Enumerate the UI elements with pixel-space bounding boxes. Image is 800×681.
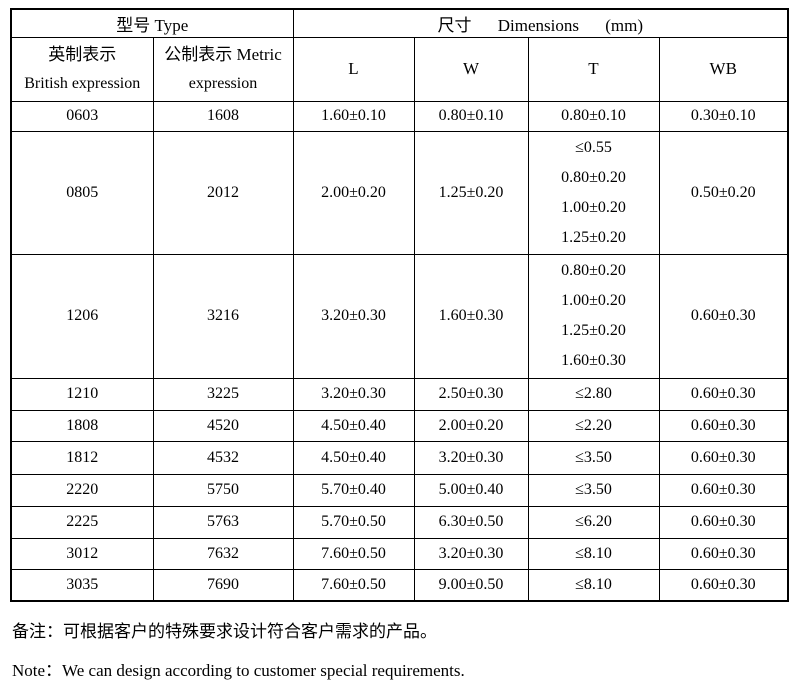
british-expression-header-en: British expression <box>24 75 141 92</box>
table-row-1206: 1206 3216 3.20±0.30 1.60±0.30 0.80±0.20 … <box>10 253 789 379</box>
thickness-cell: ≤8.10 <box>527 568 660 602</box>
length-cell: 1.60±0.10 <box>292 100 415 132</box>
width-cell: 9.00±0.50 <box>413 568 529 602</box>
wb-cell: 0.60±0.30 <box>658 440 789 475</box>
british-code-cell: 1210 <box>10 377 154 411</box>
thickness-option: 1.00±0.20 <box>561 292 626 309</box>
table-row-2225: 2225 5763 5.70±0.50 6.30±0.50 ≤6.20 0.60… <box>10 505 789 539</box>
british-code-cell: 2225 <box>10 505 154 539</box>
british-expression-header-cn: 英制表示 <box>48 45 117 64</box>
width-cell: 5.00±0.40 <box>413 473 529 507</box>
length-cell: 3.20±0.30 <box>292 377 415 411</box>
column-header-w: W <box>413 36 529 102</box>
thickness-option: 1.60±0.30 <box>561 352 626 369</box>
length-cell: 5.70±0.40 <box>292 473 415 507</box>
thickness-cell: ≤2.20 <box>527 409 660 442</box>
note-chinese: 备注：可根据客户的特殊要求设计符合客户需求的产品。 <box>12 622 437 641</box>
header-row-columns: 英制表示 British expression 公制表示 Metric expr… <box>10 36 789 102</box>
wb-cell: 0.50±0.20 <box>658 130 789 255</box>
british-expression-header: 英制表示 British expression <box>10 36 154 102</box>
metric-code-cell: 7690 <box>152 568 294 602</box>
width-cell: 2.50±0.30 <box>413 377 529 411</box>
wb-cell: 0.60±0.30 <box>658 473 789 507</box>
metric-expression-header: 公制表示 Metric expression <box>152 36 294 102</box>
british-code-cell: 3035 <box>10 568 154 602</box>
wb-cell: 0.60±0.30 <box>658 253 789 379</box>
table-row-3035: 3035 7690 7.60±0.50 9.00±0.50 ≤8.10 0.60… <box>10 568 789 602</box>
thickness-cell: ≤2.80 <box>527 377 660 411</box>
thickness-option: 1.25±0.20 <box>561 322 626 339</box>
table-row-0805: 0805 2012 2.00±0.20 1.25±0.20 ≤0.55 0.80… <box>10 130 789 255</box>
british-code-cell: 2220 <box>10 473 154 507</box>
table-row-1812: 1812 4532 4.50±0.40 3.20±0.30 ≤3.50 0.60… <box>10 440 789 475</box>
column-header-wb: WB <box>658 36 789 102</box>
width-cell: 2.00±0.20 <box>413 409 529 442</box>
wb-cell: 0.60±0.30 <box>658 537 789 570</box>
thickness-option: 0.80±0.20 <box>561 168 626 186</box>
length-cell: 4.50±0.40 <box>292 440 415 475</box>
table-row-1808: 1808 4520 4.50±0.40 2.00±0.20 ≤2.20 0.60… <box>10 409 789 442</box>
thickness-cell: ≤3.50 <box>527 440 660 475</box>
column-header-l: L <box>292 36 415 102</box>
thickness-cell: ≤8.10 <box>527 537 660 570</box>
width-cell: 3.20±0.30 <box>413 440 529 475</box>
wb-cell: 0.60±0.30 <box>658 505 789 539</box>
metric-expression-header-cn: 公制表示 Metric <box>164 45 282 64</box>
metric-code-cell: 3216 <box>152 253 294 379</box>
width-cell: 6.30±0.50 <box>413 505 529 539</box>
width-cell: 0.80±0.10 <box>413 100 529 132</box>
metric-code-cell: 4520 <box>152 409 294 442</box>
table-row-1210: 1210 3225 3.20±0.30 2.50±0.30 ≤2.80 0.60… <box>10 377 789 411</box>
wb-cell: 0.60±0.30 <box>658 377 789 411</box>
metric-code-cell: 7632 <box>152 537 294 570</box>
thickness-cell: ≤0.55 0.80±0.20 1.00±0.20 1.25±0.20 <box>527 130 660 255</box>
thickness-cell: 0.80±0.10 <box>527 100 660 132</box>
thickness-option: 0.80±0.20 <box>561 262 626 279</box>
width-cell: 3.20±0.30 <box>413 537 529 570</box>
metric-code-cell: 2012 <box>152 130 294 255</box>
column-header-t: T <box>527 36 660 102</box>
length-cell: 3.20±0.30 <box>292 253 415 379</box>
length-cell: 2.00±0.20 <box>292 130 415 255</box>
thickness-option: ≤0.55 <box>575 138 612 156</box>
british-code-cell: 1812 <box>10 440 154 475</box>
thickness-option: 1.25±0.20 <box>561 228 626 246</box>
metric-expression-header-en: expression <box>188 75 258 92</box>
metric-code-cell: 5763 <box>152 505 294 539</box>
dimensions-group-header: 尺寸 Dimensions (mm) <box>292 8 789 38</box>
width-cell: 1.60±0.30 <box>413 253 529 379</box>
thickness-cell: 0.80±0.20 1.00±0.20 1.25±0.20 1.60±0.30 <box>527 253 660 379</box>
table-row-3012: 3012 7632 7.60±0.50 3.20±0.30 ≤8.10 0.60… <box>10 537 789 570</box>
width-cell: 1.25±0.20 <box>413 130 529 255</box>
british-code-cell: 0603 <box>10 100 154 132</box>
type-group-header: 型号 Type <box>10 8 294 38</box>
header-row-groups: 型号 Type 尺寸 Dimensions (mm) <box>10 8 789 38</box>
british-code-cell: 1206 <box>10 253 154 379</box>
length-cell: 5.70±0.50 <box>292 505 415 539</box>
note-english: Note：We can design according to customer… <box>12 661 465 680</box>
british-code-cell: 0805 <box>10 130 154 255</box>
british-code-cell: 1808 <box>10 409 154 442</box>
wb-cell: 0.60±0.30 <box>658 409 789 442</box>
dimensions-spec-table: 型号 Type 尺寸 Dimensions (mm) 英制表示 British … <box>10 8 789 602</box>
thickness-option: 1.00±0.20 <box>561 198 626 216</box>
wb-cell: 0.60±0.30 <box>658 568 789 602</box>
length-cell: 7.60±0.50 <box>292 537 415 570</box>
thickness-cell: ≤6.20 <box>527 505 660 539</box>
metric-code-cell: 5750 <box>152 473 294 507</box>
thickness-cell: ≤3.50 <box>527 473 660 507</box>
wb-cell: 0.30±0.10 <box>658 100 789 132</box>
metric-code-cell: 3225 <box>152 377 294 411</box>
table-row-2220: 2220 5750 5.70±0.40 5.00±0.40 ≤3.50 0.60… <box>10 473 789 507</box>
length-cell: 7.60±0.50 <box>292 568 415 602</box>
table-row-0603: 0603 1608 1.60±0.10 0.80±0.10 0.80±0.10 … <box>10 100 789 132</box>
metric-code-cell: 1608 <box>152 100 294 132</box>
british-code-cell: 3012 <box>10 537 154 570</box>
length-cell: 4.50±0.40 <box>292 409 415 442</box>
metric-code-cell: 4532 <box>152 440 294 475</box>
